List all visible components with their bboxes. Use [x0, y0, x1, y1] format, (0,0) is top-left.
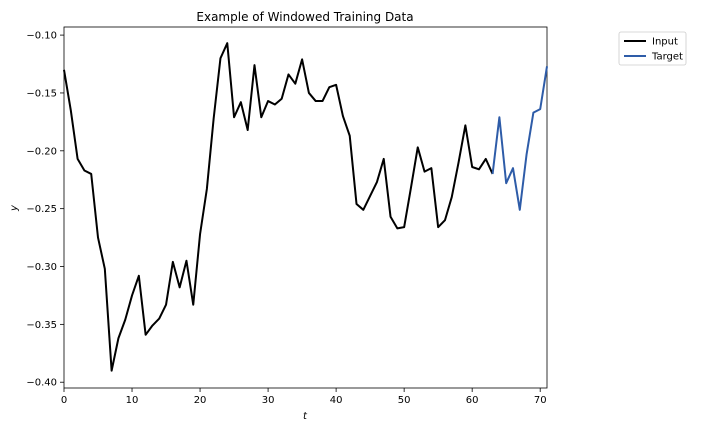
- y-tick-label: −0.40: [26, 378, 57, 389]
- y-tick-label: −0.35: [26, 320, 57, 331]
- y-tick-label: −0.25: [26, 204, 57, 215]
- x-tick-label: 0: [61, 395, 67, 406]
- x-tick-label: 40: [330, 395, 343, 406]
- plot-area-frame: [63, 26, 548, 389]
- y-axis: −0.10 −0.15 −0.20 −0.25 −0.30 −0.35 −0.40: [26, 31, 64, 389]
- x-tick-label: 70: [534, 395, 547, 406]
- legend-label-target: Target: [651, 52, 683, 63]
- x-tick-label: 10: [126, 395, 139, 406]
- chart-title: Example of Windowed Training Data: [196, 10, 413, 24]
- y-tick-label: −0.15: [26, 88, 57, 99]
- series-line-input: [63, 42, 494, 372]
- legend: Input Target: [618, 31, 687, 66]
- series-layer: [63, 42, 548, 372]
- x-tick-label: 20: [194, 395, 207, 406]
- y-tick-label: −0.30: [26, 262, 57, 273]
- x-axis-label: t: [303, 411, 308, 422]
- legend-label-input: Input: [652, 37, 678, 48]
- y-tick-label: −0.10: [26, 31, 57, 42]
- y-tick-label: −0.20: [26, 146, 57, 157]
- y-axis-label: y: [9, 204, 20, 212]
- x-axis: 0 10 20 30 40 50 60 70: [61, 388, 547, 406]
- x-tick-label: 30: [262, 395, 275, 406]
- series-line-target: [491, 66, 548, 211]
- x-tick-label: 50: [398, 395, 411, 406]
- x-tick-label: 60: [466, 395, 479, 406]
